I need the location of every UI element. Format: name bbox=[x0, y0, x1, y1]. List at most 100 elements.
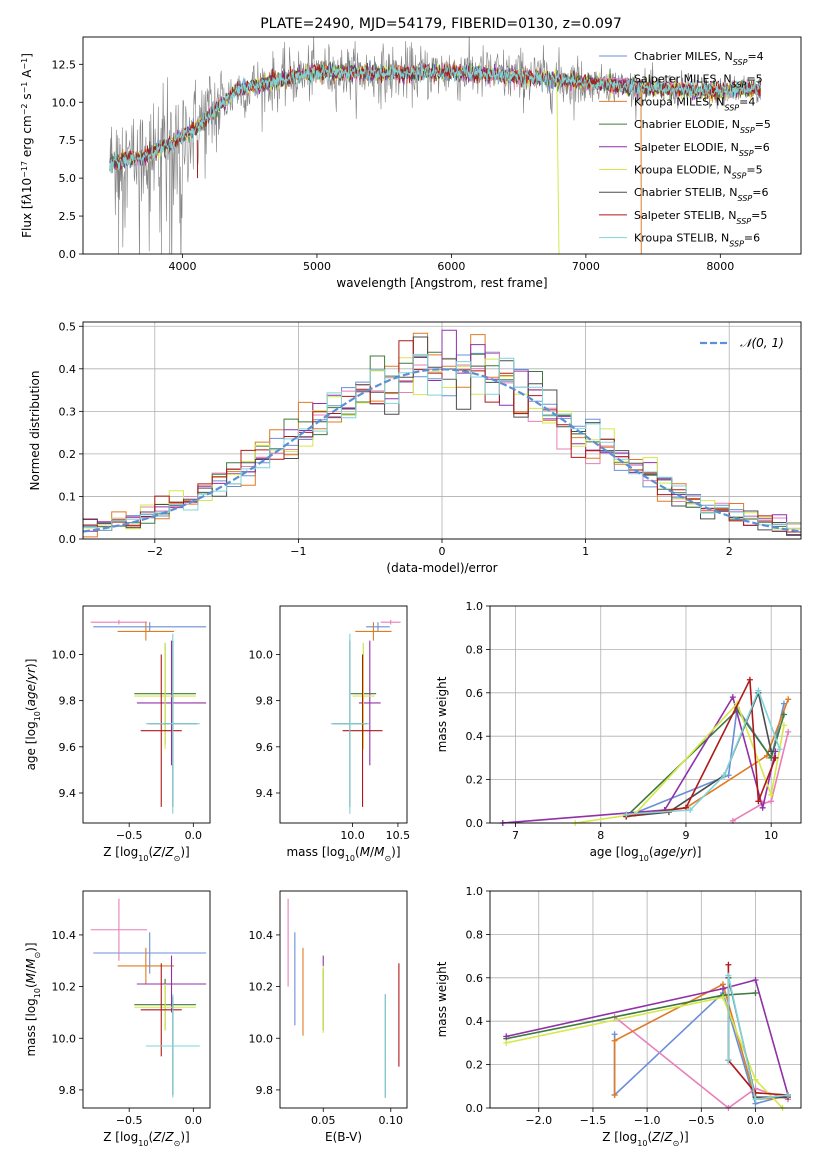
y-tick-label: 7.5 bbox=[59, 134, 77, 147]
y-tick-label: 0.2 bbox=[59, 448, 77, 461]
x-tick-label: 7 bbox=[512, 829, 519, 842]
weight-line bbox=[732, 731, 789, 822]
legend-entry: Chabrier ELODIE, NSSP=5 bbox=[634, 118, 771, 135]
x-tick-label: −2 bbox=[147, 545, 163, 558]
legend-entry: Chabrier STELIB, NSSP=6 bbox=[634, 186, 768, 203]
y-tick-label: 0.2 bbox=[466, 774, 484, 787]
weight-marker bbox=[785, 696, 792, 703]
x-tick-label: −1 bbox=[290, 545, 306, 558]
y-tick-label: 9.8 bbox=[59, 695, 77, 708]
weight-marker bbox=[719, 994, 726, 1001]
y-tick-label: 0.4 bbox=[466, 1015, 484, 1028]
histogram-series bbox=[83, 336, 801, 538]
legend-entry: Chabrier MILES, NSSP=4 bbox=[634, 50, 764, 67]
x-axis-label: E(B-V) bbox=[325, 1130, 362, 1144]
y-axis-label: age [log10(age/yr)] bbox=[24, 659, 42, 771]
weight-marker bbox=[725, 1057, 732, 1064]
weight-marker bbox=[780, 711, 787, 718]
y-tick-label: 0.5 bbox=[59, 320, 77, 333]
x-tick-label: 0.10 bbox=[379, 1114, 404, 1127]
y-tick-label: 1.0 bbox=[466, 600, 484, 613]
x-tick-label: 8000 bbox=[706, 260, 734, 273]
axes-frame bbox=[82, 321, 802, 540]
x-tick-label: 10.5 bbox=[386, 829, 411, 842]
y-tick-label: 0.8 bbox=[466, 928, 484, 941]
y-tick-label: 9.4 bbox=[59, 787, 77, 800]
x-tick-label: −1.5 bbox=[580, 1114, 607, 1127]
y-tick-label: 10.0 bbox=[52, 96, 77, 109]
y-tick-label: 0.8 bbox=[466, 643, 484, 656]
x-axis-label: mass [log10(M/M⊙)] bbox=[286, 845, 400, 863]
y-tick-label: 10.4 bbox=[249, 929, 274, 942]
y-tick-label: 0.3 bbox=[59, 405, 77, 418]
weight-marker bbox=[752, 1076, 759, 1083]
weight-marker bbox=[768, 748, 775, 755]
x-tick-label: 0.0 bbox=[185, 829, 203, 842]
histogram-series bbox=[83, 340, 801, 538]
x-tick-label: −0.5 bbox=[116, 829, 143, 842]
y-tick-label: 9.8 bbox=[256, 1084, 274, 1097]
weight-marker bbox=[768, 791, 775, 798]
weight-marker bbox=[725, 972, 732, 979]
weight-marker bbox=[759, 804, 766, 811]
y-tick-label: 2.5 bbox=[59, 210, 77, 223]
weight-marker bbox=[755, 687, 762, 694]
y-tick-label: 9.8 bbox=[256, 695, 274, 708]
axes-frame bbox=[489, 890, 802, 1109]
x-tick-label: 0.0 bbox=[747, 1114, 765, 1127]
y-tick-label: 0.4 bbox=[466, 730, 484, 743]
y-tick-label: 0.0 bbox=[466, 1102, 484, 1115]
weight-marker bbox=[611, 1031, 618, 1038]
x-tick-label: 0 bbox=[439, 545, 446, 558]
x-axis-label: age [log10(age/yr)] bbox=[590, 845, 702, 863]
weight-marker bbox=[719, 985, 726, 992]
y-tick-label: 10.2 bbox=[249, 981, 274, 994]
weight-line bbox=[506, 979, 789, 1096]
weight-marker bbox=[755, 798, 762, 805]
histogram-series bbox=[83, 353, 801, 532]
weight-marker bbox=[768, 798, 775, 805]
weight-marker bbox=[776, 746, 783, 753]
x-tick-label: −1.0 bbox=[634, 1114, 661, 1127]
y-tick-label: 0.6 bbox=[466, 972, 484, 985]
y-axis-label: Flux [fλ10−17 erg cm−2 s−1 A−1] bbox=[20, 53, 35, 238]
legend-entry: Kroupa STELIB, NSSP=6 bbox=[634, 232, 760, 249]
y-axis-label: mass weight bbox=[435, 676, 449, 752]
figure-title: PLATE=2490, MJD=54179, FIBERID=0130, z=0… bbox=[260, 16, 622, 32]
y-tick-label: 9.6 bbox=[59, 741, 77, 754]
x-tick-label: −0.5 bbox=[116, 1114, 143, 1127]
x-tick-label: −2.0 bbox=[525, 1114, 552, 1127]
weight-marker bbox=[687, 806, 694, 813]
y-tick-label: 1.0 bbox=[466, 885, 484, 898]
x-axis-label: Z [log10(Z/Z⊙)] bbox=[602, 1130, 688, 1148]
weight-line bbox=[727, 975, 789, 1101]
weight-marker bbox=[721, 772, 728, 779]
x-tick-label: 7000 bbox=[572, 260, 600, 273]
legend-entry: Salpeter ELODIE, NSSP=6 bbox=[634, 141, 770, 158]
axes-frame bbox=[279, 890, 408, 1109]
weight-marker bbox=[752, 976, 759, 983]
x-tick-label: 9 bbox=[682, 829, 689, 842]
normal-curve bbox=[83, 368, 801, 533]
x-axis-label: Z [log10(Z/Z⊙)] bbox=[103, 1130, 189, 1148]
x-tick-label: 5000 bbox=[303, 260, 331, 273]
y-tick-label: 0.1 bbox=[59, 490, 77, 503]
x-tick-label: 10 bbox=[764, 829, 778, 842]
axes-frame bbox=[82, 605, 211, 824]
y-axis-label: mass weight bbox=[435, 961, 449, 1037]
x-axis-label: (data-model)/error bbox=[386, 561, 497, 575]
weight-marker bbox=[772, 754, 779, 761]
weight-marker bbox=[725, 961, 732, 968]
y-tick-label: 9.4 bbox=[256, 787, 274, 800]
legend-entry: Kroupa MILES, NSSP=4 bbox=[634, 95, 755, 112]
y-tick-label: 10.0 bbox=[249, 648, 274, 661]
x-tick-label: 0.0 bbox=[185, 1114, 203, 1127]
weight-line bbox=[626, 688, 781, 816]
x-tick-label: 8 bbox=[597, 829, 604, 842]
axes-frame bbox=[82, 890, 211, 1109]
weight-marker bbox=[623, 811, 630, 818]
y-tick-label: 0.2 bbox=[466, 1059, 484, 1072]
y-tick-label: 0.0 bbox=[466, 817, 484, 830]
y-tick-label: 9.8 bbox=[59, 1084, 77, 1097]
